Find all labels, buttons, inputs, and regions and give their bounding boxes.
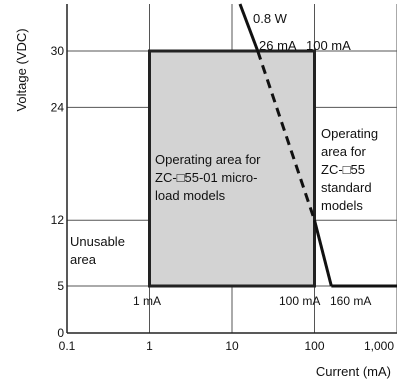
annotation-1ma: 1 mA (133, 294, 161, 308)
std-area-label-5: models (321, 198, 363, 213)
y-tick-label: 5 (57, 279, 64, 293)
x-tick-labels: 0.1 1 10 100 1,000 (59, 339, 395, 353)
annotation-26ma: 26 mA (259, 38, 297, 53)
x-tick-label: 100 (304, 339, 324, 353)
x-tick-label: 0.1 (59, 339, 76, 353)
y-axis-label: Voltage (VDC) (14, 28, 29, 111)
annotation-power: 0.8 W (253, 11, 288, 26)
x-tick-label: 1 (146, 339, 153, 353)
y-tick-label: 24 (51, 100, 65, 114)
std-area-label-3: ZC-□55 (321, 162, 365, 177)
y-tick-label: 12 (51, 213, 65, 227)
annotation-100ma-bottom: 100 mA (279, 294, 320, 308)
annotation-160ma: 160 mA (330, 294, 371, 308)
unusable-area-label-1: Unusable (70, 234, 125, 249)
std-area-label-4: standard (321, 180, 372, 195)
power-limit-line-upper (238, 3, 260, 52)
std-area-label-1: Operating (321, 126, 378, 141)
x-tick-label: 1,000 (364, 339, 394, 353)
x-tick-label: 10 (225, 339, 239, 353)
std-area-label-2: area for (321, 144, 366, 159)
y-tick-label: 30 (51, 44, 65, 58)
unusable-area-label-2: area (70, 252, 97, 267)
x-axis-label: Current (mA) (316, 364, 391, 379)
micro-area-label-3: load models (155, 188, 226, 203)
y-tick-labels: 0 5 12 24 30 (51, 44, 65, 340)
micro-area-label-2: ZC-□55-01 micro- (155, 170, 257, 185)
annotation-100ma-top: 100 mA (306, 38, 351, 53)
micro-load-operating-area (148, 49, 316, 288)
micro-area-label-1: Operating area for (155, 152, 261, 167)
power-limit-line-lower (313, 219, 333, 287)
y-tick-label: 0 (57, 326, 64, 340)
